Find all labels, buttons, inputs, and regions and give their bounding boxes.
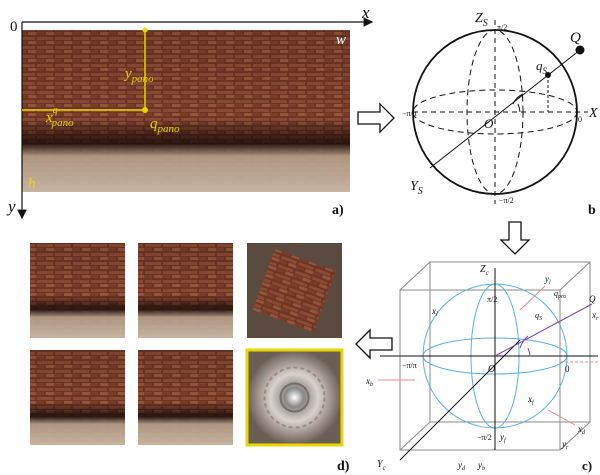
panel-label: d) (337, 459, 350, 474)
origin-label: O (488, 364, 495, 375)
yd-label: yd (457, 460, 466, 472)
arrow-left (356, 330, 392, 358)
label-part: y (123, 66, 132, 82)
panel-b-labels: ZS YS X Q qS O π/2 −π/π 0 −π/2 b (402, 11, 598, 218)
label-part: S (418, 186, 423, 197)
label-part: b (482, 466, 485, 472)
z-label: Zc (480, 264, 490, 277)
bottom-label: −π/2 (477, 433, 492, 442)
ray (495, 304, 592, 356)
xr-label: xr (591, 310, 599, 322)
label-part: S (539, 316, 542, 322)
label-part: pro (557, 294, 566, 300)
axis-x-d (548, 410, 575, 425)
q-label: Q (570, 30, 581, 46)
label-part: f (504, 437, 507, 444)
guide-end (143, 28, 148, 33)
arrow-right (358, 104, 394, 132)
label-part: S (483, 18, 488, 29)
angle-theta (518, 104, 520, 112)
y-label: YS (410, 179, 423, 197)
x-axis-label: x (361, 3, 370, 22)
yr-label: yr (561, 439, 569, 451)
label-part: f (532, 399, 535, 406)
label-part: pano (131, 73, 155, 85)
label-part: d (582, 430, 586, 436)
x-label: X (588, 106, 598, 121)
angle-theta (528, 348, 530, 356)
bottom-label: −π/2 (499, 196, 514, 205)
label-part: d (462, 466, 466, 472)
panel-c-part (560, 262, 590, 290)
xf-label: xf (527, 394, 535, 406)
right-label: 0 (578, 115, 582, 124)
face-shading (138, 350, 233, 445)
label-part: pano (157, 123, 181, 135)
yf-label: yf (499, 432, 507, 444)
yb-label: yb (477, 460, 485, 472)
figure: 0 x y w h ypano xqpano qpano a) ZS YS X … (0, 0, 600, 475)
right-label: 0 (565, 364, 570, 374)
origin-label: 0 (10, 19, 18, 35)
y-axis (400, 340, 520, 460)
xd-label: xd (577, 424, 586, 436)
label-part: c (486, 269, 490, 277)
ray (430, 50, 580, 168)
height-label: h (28, 176, 36, 192)
panel-label: c) (582, 458, 592, 473)
width-label: w (336, 32, 346, 48)
label-part: l (549, 280, 551, 286)
top-label: π/2 (497, 23, 507, 32)
qs-label: qS (535, 311, 542, 322)
label-part: S (543, 66, 548, 76)
panel-label: a) (332, 203, 344, 218)
panel-d: d) (30, 243, 350, 474)
qs-label: qS (536, 58, 548, 76)
y-label: Yc (377, 459, 387, 472)
q-point (142, 107, 148, 113)
q-label: Q (589, 294, 596, 304)
label-part: b (370, 382, 373, 388)
xb-label: xb (365, 376, 373, 388)
left-label: −π/π (402, 109, 417, 118)
label-part: r (566, 445, 569, 451)
face-shading (138, 243, 233, 338)
label-part: pano (51, 117, 75, 129)
panel-label: b (588, 203, 596, 218)
origin-label: O (484, 116, 494, 131)
y-axis-label: y (6, 197, 16, 216)
label-part: r (596, 316, 599, 322)
left-label: −π/π (402, 361, 417, 370)
arrow-down (501, 222, 529, 254)
z-label: ZS (475, 11, 488, 29)
face-shading (30, 243, 125, 338)
panel-c-part (400, 422, 430, 450)
label-part: Z (475, 11, 483, 26)
panel-b (413, 20, 588, 204)
face-bottom (247, 350, 342, 445)
face-shading (30, 350, 125, 445)
label-part: q (53, 105, 58, 116)
q-point (576, 46, 584, 54)
yl-label: yl (544, 274, 551, 286)
label-part: c (383, 464, 387, 472)
panorama-shading (22, 30, 350, 192)
panel-c-part (400, 262, 430, 290)
top-label: π/2 (487, 295, 497, 304)
